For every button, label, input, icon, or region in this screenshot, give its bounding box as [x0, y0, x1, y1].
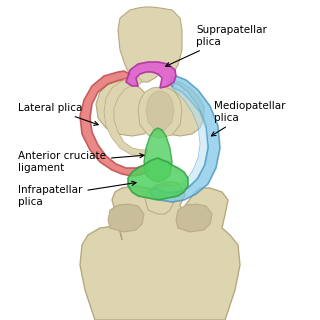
Polygon shape	[118, 7, 182, 82]
Polygon shape	[176, 204, 212, 232]
Polygon shape	[96, 80, 156, 136]
Polygon shape	[145, 184, 176, 214]
Text: Mediopatellar
plica: Mediopatellar plica	[212, 101, 285, 136]
Polygon shape	[146, 91, 174, 132]
Polygon shape	[150, 76, 220, 202]
Polygon shape	[128, 158, 188, 200]
Polygon shape	[104, 78, 148, 156]
Polygon shape	[156, 84, 208, 192]
Polygon shape	[138, 87, 182, 138]
Text: Infrapatellar
plica: Infrapatellar plica	[18, 181, 136, 207]
Text: Suprapatellar
plica: Suprapatellar plica	[166, 25, 267, 67]
Polygon shape	[126, 62, 176, 88]
Text: Lateral plica: Lateral plica	[18, 103, 98, 125]
Polygon shape	[154, 80, 204, 136]
Polygon shape	[80, 71, 150, 176]
Polygon shape	[80, 182, 240, 320]
Polygon shape	[108, 204, 144, 232]
Polygon shape	[144, 128, 172, 182]
Text: Anterior cruciate
ligament: Anterior cruciate ligament	[18, 151, 144, 173]
